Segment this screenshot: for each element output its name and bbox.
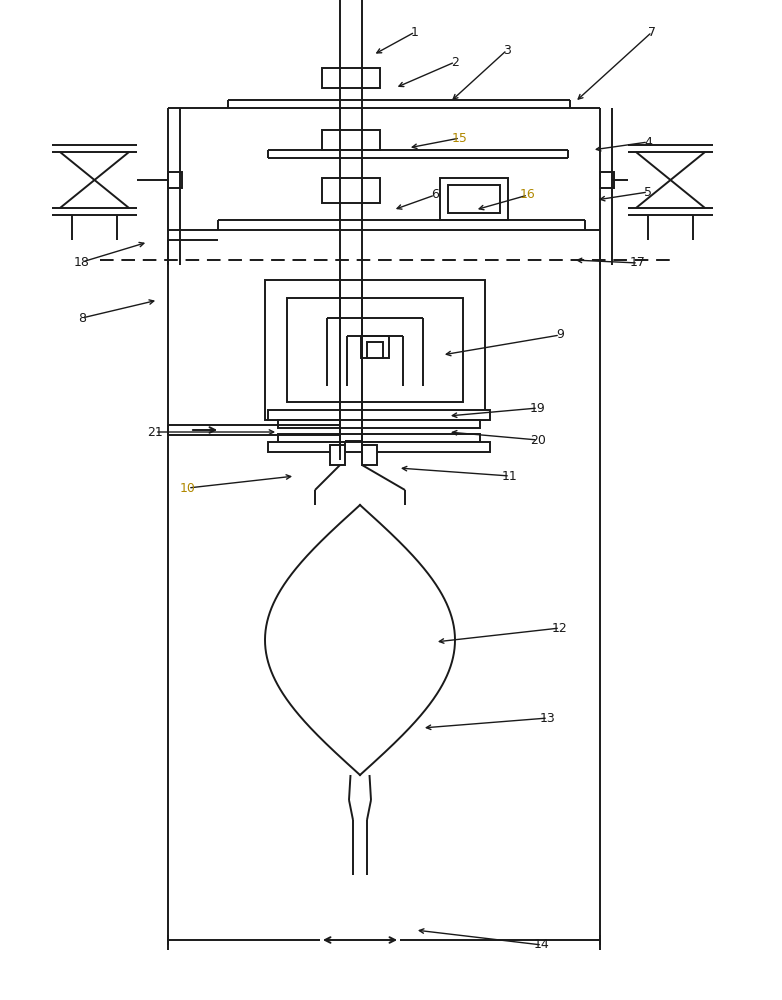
Text: 11: 11 xyxy=(502,470,518,483)
Text: 8: 8 xyxy=(78,312,86,324)
Text: 15: 15 xyxy=(452,131,468,144)
Bar xyxy=(278,434,480,442)
Bar xyxy=(322,130,380,150)
Bar xyxy=(362,445,377,465)
Bar xyxy=(600,172,614,188)
Bar xyxy=(268,442,490,452)
Bar xyxy=(361,336,389,358)
Bar xyxy=(278,420,480,428)
Text: 4: 4 xyxy=(644,135,652,148)
Text: 20: 20 xyxy=(530,434,546,446)
Text: 14: 14 xyxy=(534,938,550,952)
Bar xyxy=(168,172,182,188)
Text: 21: 21 xyxy=(147,426,163,438)
Text: 9: 9 xyxy=(556,328,564,342)
Text: 3: 3 xyxy=(503,43,511,56)
Bar xyxy=(330,445,345,465)
Text: 2: 2 xyxy=(451,55,459,68)
Text: 13: 13 xyxy=(540,712,556,724)
Text: 16: 16 xyxy=(520,188,536,202)
Bar xyxy=(448,185,500,213)
Text: 12: 12 xyxy=(552,621,568,635)
Bar xyxy=(367,342,383,358)
Bar xyxy=(322,178,380,203)
Bar xyxy=(440,178,508,220)
Bar xyxy=(322,68,380,88)
Bar xyxy=(265,280,485,420)
Text: 19: 19 xyxy=(530,401,546,414)
Bar xyxy=(287,298,463,402)
Text: 6: 6 xyxy=(431,188,439,202)
Text: 10: 10 xyxy=(180,482,196,494)
Text: 18: 18 xyxy=(74,255,90,268)
Bar xyxy=(268,410,490,420)
Text: 1: 1 xyxy=(411,25,419,38)
Text: 5: 5 xyxy=(644,186,652,198)
Text: 17: 17 xyxy=(630,256,646,269)
Text: 7: 7 xyxy=(648,25,656,38)
